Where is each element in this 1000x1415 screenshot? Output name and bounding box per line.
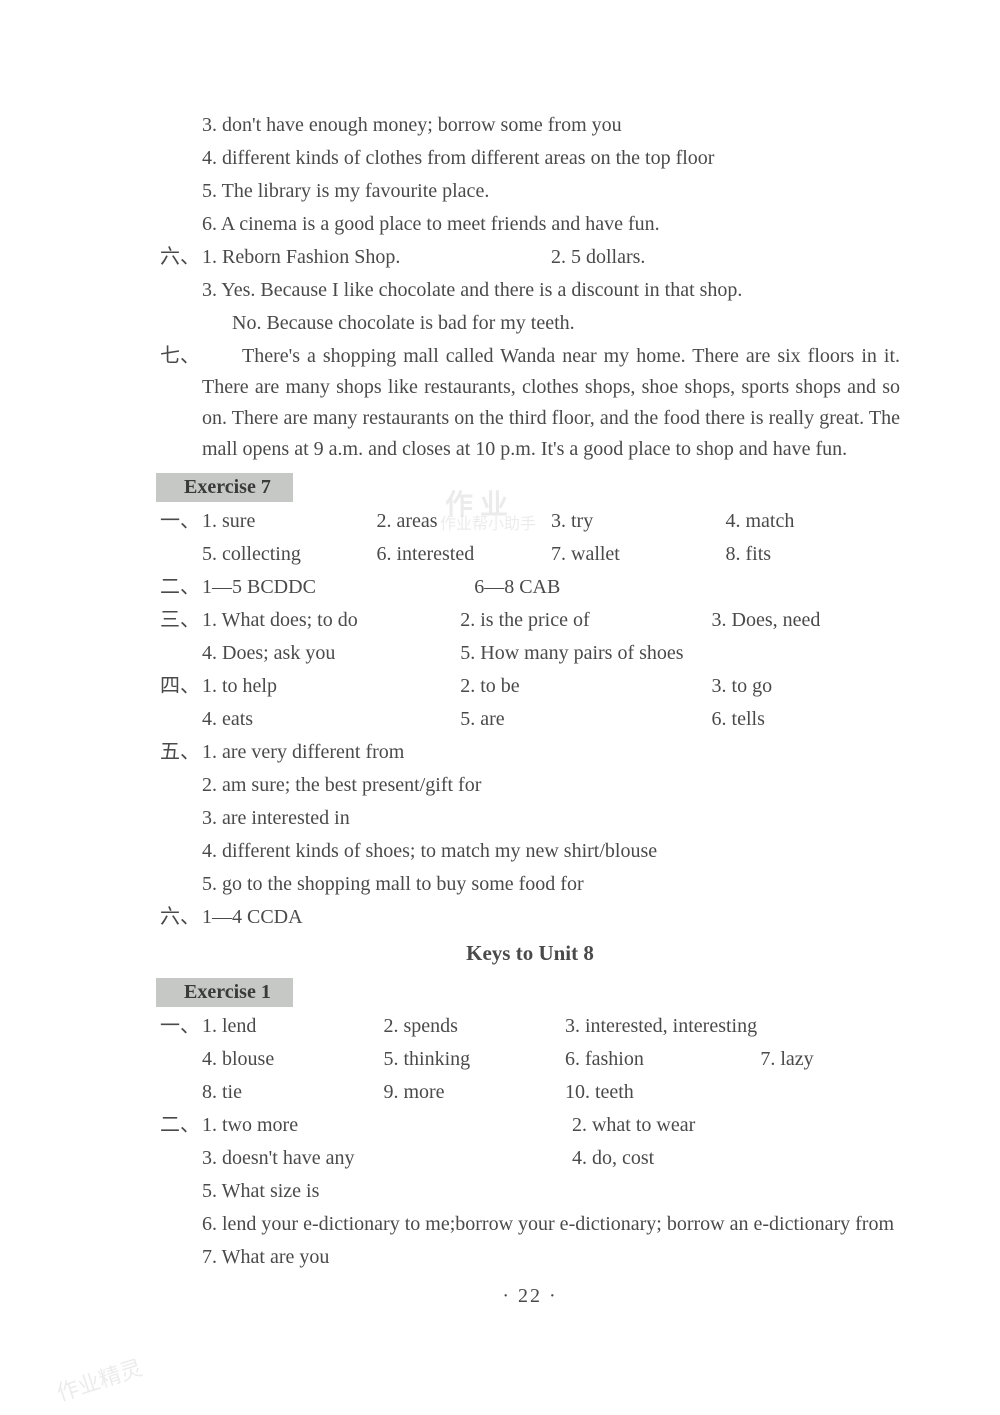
ex7-q3-5: 5. How many pairs of shoes: [460, 638, 683, 669]
top-line-3: 3. don't have enough money; borrow some …: [160, 110, 900, 141]
ex1-q1-7: 7. lazy: [760, 1044, 813, 1075]
ex7-q2: 二、 1—5 BCDDC 6—8 CAB: [160, 572, 900, 603]
top-line-5: 5. The library is my favourite place.: [160, 176, 900, 207]
ex7-q2-b: 6—8 CAB: [474, 572, 560, 603]
ex7-q3-3: 3. Does, need: [712, 605, 821, 636]
section-seven: 七、 There's a shopping mall called Wanda …: [160, 341, 900, 465]
ex7-q5-4: 4. different kinds of shoes; to match my…: [160, 836, 900, 867]
ex7-q6-label: 六、: [160, 902, 202, 933]
ex7-q5-5: 5. go to the shopping mall to buy some f…: [160, 869, 900, 900]
ex1-q1-r3: 8. tie 9. more 10. teeth: [160, 1077, 900, 1108]
section-six-label: 六、: [160, 242, 202, 273]
ex7-q4-4: 4. eats: [202, 704, 460, 735]
section-six-row1: 六、 1. Reborn Fashion Shop. 2. 5 dollars.: [160, 242, 900, 273]
ex7-q6: 六、 1—4 CCDA: [160, 902, 900, 933]
ex1-q2-1: 1. two more: [202, 1110, 572, 1141]
ex1-q1-label: 一、: [160, 1011, 202, 1042]
six-item-2: 2. 5 dollars.: [551, 242, 900, 273]
ex7-q1-1: 1. sure: [202, 506, 377, 537]
ex7-q4-1: 1. to help: [202, 671, 460, 702]
top-line-6: 6. A cinema is a good place to meet frie…: [160, 209, 900, 240]
six-item-3b: No. Because chocolate is bad for my teet…: [160, 308, 900, 339]
ex1-q2-7: 7. What are you: [160, 1242, 900, 1273]
six-item-3: 3. Yes. Because I like chocolate and the…: [160, 275, 900, 306]
ex1-q2-3: 3. doesn't have any: [202, 1143, 572, 1174]
ex1-q1-6: 6. fashion: [565, 1044, 760, 1075]
ex7-q1-2: 2. areas: [377, 506, 552, 537]
ex7-q1-7: 7. wallet: [551, 539, 726, 570]
ex1-q1-r2: 4. blouse 5. thinking 6. fashion 7. lazy: [160, 1044, 900, 1075]
ex7-q4-2: 2. to be: [460, 671, 711, 702]
ex7-q3-1: 1. What does; to do: [202, 605, 460, 636]
ex7-q2-a: 1—5 BCDDC: [202, 572, 474, 603]
ex1-q1-1: 1. lend: [202, 1011, 383, 1042]
top-line-4: 4. different kinds of clothes from diffe…: [160, 143, 900, 174]
section-seven-label: 七、: [160, 341, 202, 465]
ex1-q1-8: 8. tie: [202, 1077, 383, 1108]
ex7-q4-label: 四、: [160, 671, 202, 702]
ex1-q1-9: 9. more: [383, 1077, 564, 1108]
ex7-q3-r1: 三、 1. What does; to do 2. is the price o…: [160, 605, 900, 636]
ex7-q3-label: 三、: [160, 605, 202, 636]
ex7-q3-r2: 4. Does; ask you 5. How many pairs of sh…: [160, 638, 900, 669]
ex7-q1-label: 一、: [160, 506, 202, 537]
ex7-q4-3: 3. to go: [712, 671, 773, 702]
ex7-q5-3: 3. are interested in: [160, 803, 900, 834]
ex7-q1-5: 5. collecting: [202, 539, 377, 570]
ex7-q1-8: 8. fits: [726, 539, 901, 570]
ex7-q4-5: 5. are: [460, 704, 711, 735]
ex7-q3-2: 2. is the price of: [460, 605, 711, 636]
ex1-q1-10: 10. teeth: [565, 1077, 634, 1108]
ex1-q2-r2: 3. doesn't have any 4. do, cost: [160, 1143, 900, 1174]
ex7-q6-text: 1—4 CCDA: [202, 902, 303, 933]
ex7-q2-label: 二、: [160, 572, 202, 603]
ex1-q2-label: 二、: [160, 1110, 202, 1141]
exercise-1-header: Exercise 1: [156, 978, 293, 1007]
ex1-q1-2: 2. spends: [383, 1011, 564, 1042]
ex7-q5-2: 2. am sure; the best present/gift for: [160, 770, 900, 801]
ex1-q2-r1: 二、 1. two more 2. what to wear: [160, 1110, 900, 1141]
top-lines: 3. don't have enough money; borrow some …: [160, 110, 900, 240]
ex7-q1-r1: 一、 1. sure 2. areas 3. try 4. match: [160, 506, 900, 537]
ex7-q1-r2: 5. collecting 6. interested 7. wallet 8.…: [160, 539, 900, 570]
ex1-q1-3: 3. interested, interesting: [565, 1011, 757, 1042]
ex1-q1-4: 4. blouse: [202, 1044, 383, 1075]
six-item-1: 1. Reborn Fashion Shop.: [202, 242, 551, 273]
ex7-q5-r1: 五、 1. are very different from: [160, 737, 900, 768]
ex7-q3-4: 4. Does; ask you: [202, 638, 460, 669]
ex7-q5-1: 1. are very different from: [202, 737, 404, 768]
ex7-q1-6: 6. interested: [377, 539, 552, 570]
ex7-q1-3: 3. try: [551, 506, 726, 537]
watermark-3: 作业精灵: [52, 1350, 146, 1408]
exercise-7-header: Exercise 7: [156, 473, 293, 502]
ex7-q5-label: 五、: [160, 737, 202, 768]
ex7-q4-r1: 四、 1. to help 2. to be 3. to go: [160, 671, 900, 702]
ex1-q1-5: 5. thinking: [383, 1044, 564, 1075]
ex1-q2-2: 2. what to wear: [572, 1110, 695, 1141]
page-number: · 22 ·: [160, 1285, 900, 1308]
ex1-q2-5: 5. What size is: [160, 1176, 900, 1207]
ex1-q2-4: 4. do, cost: [572, 1143, 654, 1174]
ex7-q1-4: 4. match: [726, 506, 901, 537]
ex1-q1-r1: 一、 1. lend 2. spends 3. interested, inte…: [160, 1011, 900, 1042]
unit8-title: Keys to Unit 8: [160, 941, 900, 966]
section-seven-paragraph: There's a shopping mall called Wanda nea…: [202, 341, 900, 465]
ex1-q2-6: 6. lend your e-dictionary to me;borrow y…: [160, 1209, 900, 1240]
ex7-q4-6: 6. tells: [712, 704, 765, 735]
ex7-q4-r2: 4. eats 5. are 6. tells: [160, 704, 900, 735]
